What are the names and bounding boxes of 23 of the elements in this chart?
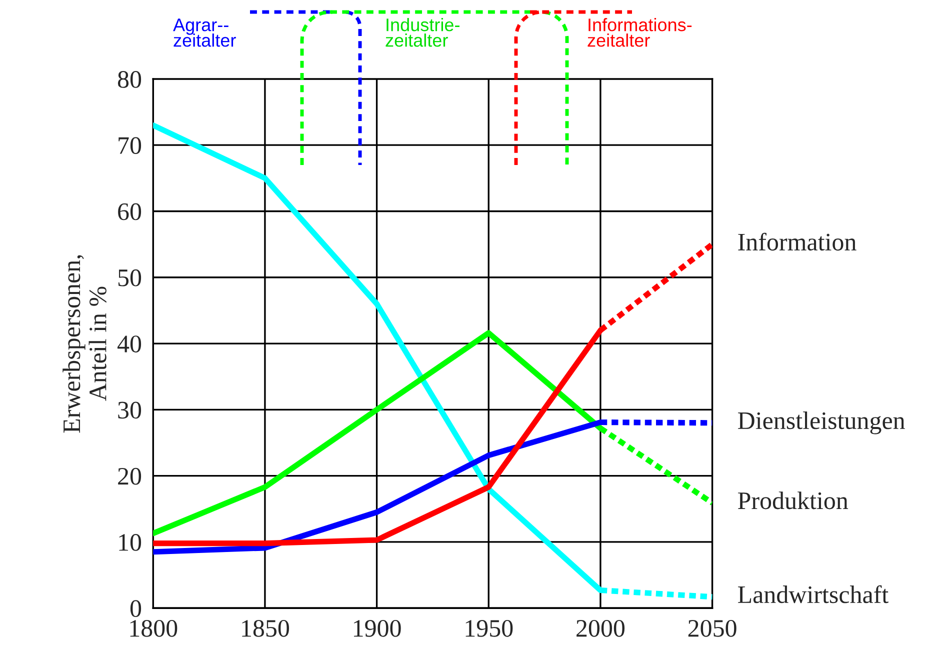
x-tick-label: 2000 bbox=[576, 620, 625, 637]
y-tick-label: 50 bbox=[118, 269, 142, 286]
y-tick-label: 80 bbox=[118, 70, 142, 88]
series-label: Dienstleistungen bbox=[738, 412, 905, 434]
series-label: Landwirtschaft bbox=[738, 585, 888, 604]
y-tick-label: 0 bbox=[130, 600, 142, 618]
x-tick-label: 1900 bbox=[354, 620, 401, 637]
series-label: Produktion bbox=[738, 492, 848, 510]
y-tick-label: 30 bbox=[118, 402, 142, 419]
x-tick-label: 1950 bbox=[466, 620, 513, 637]
text: Agrar-- zeitalter bbox=[173, 18, 236, 47]
y-axis-title: Erwerbspersonen, Anteil in % bbox=[62, 255, 106, 433]
y-tick-label: 60 bbox=[118, 203, 142, 220]
y-tick-label: 40 bbox=[117, 336, 142, 352]
x-tick-label: 1800 bbox=[130, 620, 178, 637]
series-label: Information bbox=[738, 232, 856, 251]
x-tick-label: 2050 bbox=[688, 620, 736, 637]
text: Industrie- zeitalter bbox=[386, 18, 460, 47]
y-tick-label: 20 bbox=[118, 468, 142, 485]
text: Informations- zeitalter bbox=[588, 18, 692, 47]
y-tick-label: 10 bbox=[119, 534, 142, 551]
y-tick-label: 70 bbox=[118, 137, 142, 154]
x-tick-label: 1850 bbox=[242, 620, 289, 637]
